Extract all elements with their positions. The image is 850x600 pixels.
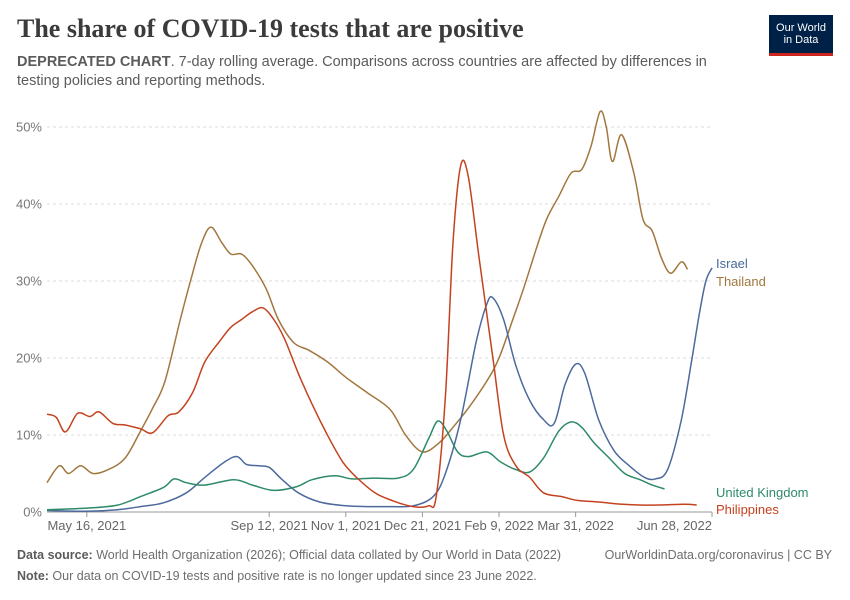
series-line-united-kingdom[interactable] <box>46 420 665 511</box>
legend-labels: Thailand Israel United Kingdom Philippines <box>716 256 809 517</box>
x-tick-label: Jun 28, 2022 <box>637 518 712 533</box>
note-label: Note: <box>17 569 49 583</box>
series-line-philippines[interactable] <box>46 159 697 509</box>
y-tick-label: 20% <box>16 351 42 366</box>
y-tick-label: 50% <box>16 120 42 135</box>
subtitle-deprecated-label: DEPRECATED CHART <box>17 54 171 70</box>
owid-logo[interactable]: Our World in Data <box>769 15 833 56</box>
series-line-israel[interactable] <box>46 267 713 512</box>
y-tick-label: 30% <box>16 274 42 289</box>
note-footer: Note: Our data on COVID-19 tests and pos… <box>17 569 537 583</box>
y-tick-label: 0% <box>23 505 42 520</box>
grid-layer <box>47 126 712 513</box>
x-tick-label: Dec 21, 2021 <box>384 518 461 533</box>
logo-line-1: Our World <box>776 22 826 34</box>
series-line-thailand[interactable] <box>46 110 689 484</box>
subtitle-text: . 7-day rolling average. Comparisons acr… <box>17 54 707 89</box>
note-text: Our data on COVID-19 tests and positive … <box>48 569 537 583</box>
source-footer: Data source: World Health Organization (… <box>17 548 561 562</box>
legend-label-israel[interactable]: Israel <box>716 256 748 271</box>
chart-subtitle: DEPRECATED CHART. 7-day rolling average.… <box>17 53 717 91</box>
x-tick-label: May 16, 2021 <box>47 518 126 533</box>
y-tick-label: 10% <box>16 428 42 443</box>
chart-title: The share of COVID-19 tests that are pos… <box>17 14 524 43</box>
legend-label-philippines[interactable]: Philippines <box>716 502 779 517</box>
source-text: World Health Organization (2026); Offici… <box>92 548 562 562</box>
y-axis: 0% 10% 20% 30% 40% 50% <box>16 120 42 520</box>
source-label: Data source: <box>17 548 93 562</box>
y-tick-label: 40% <box>16 197 42 212</box>
x-tick-label: Sep 12, 2021 <box>230 518 307 533</box>
logo-line-2: in Data <box>783 34 819 46</box>
x-tick-label: Mar 31, 2022 <box>537 518 614 533</box>
x-tick-label: Feb 9, 2022 <box>464 518 533 533</box>
x-axis: May 16, 2021 Sep 12, 2021 Nov 1, 2021 Dec 2… <box>47 512 713 533</box>
x-tick-label: Nov 1, 2021 <box>311 518 381 533</box>
source-url-link[interactable]: OurWorldinData.org/coronavirus | CC BY <box>604 548 832 562</box>
series-layer <box>46 110 713 512</box>
legend-label-thailand[interactable]: Thailand <box>716 274 766 289</box>
legend-label-united-kingdom[interactable]: United Kingdom <box>716 485 809 500</box>
